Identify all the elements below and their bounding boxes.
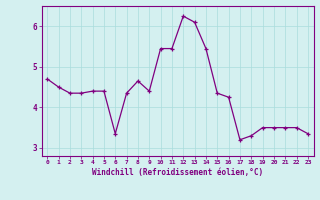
X-axis label: Windchill (Refroidissement éolien,°C): Windchill (Refroidissement éolien,°C)	[92, 168, 263, 177]
